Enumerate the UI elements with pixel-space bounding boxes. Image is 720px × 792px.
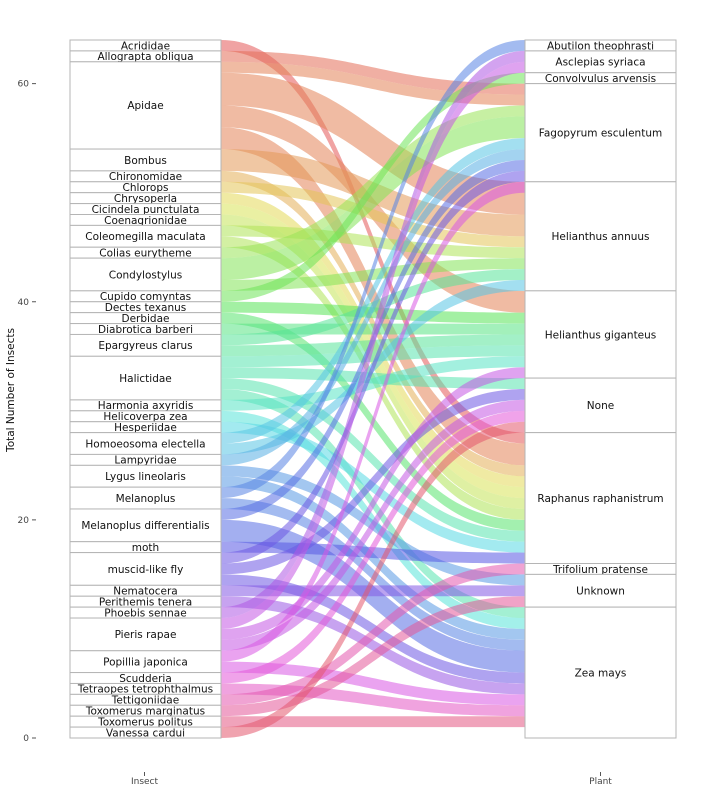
insect-label-allograpta-obliqua: Allograpta obliqua [97, 51, 193, 63]
insect-label-acrididae: Acrididae [121, 40, 170, 52]
plant-stratum-helianthus-annuus [524, 181, 677, 292]
flow-halictidae-to-helianthus-giganteus [221, 345, 525, 368]
insect-label-apidae: Apidae [127, 100, 163, 112]
plant-label-unknown: Unknown [576, 586, 625, 598]
plant-label-helianthus-annuus: Helianthus annuus [551, 231, 649, 243]
insect-label-coenagrionidae: Coenagrionidae [104, 215, 187, 227]
flow-allograpta-obliqua-to-fagopyrum-esculentum [221, 50, 525, 95]
flow-muscid-like-fly-to-fagopyrum-esculentum [221, 170, 525, 564]
insect-label-popillia-japonica: Popillia japonica [103, 656, 188, 668]
insect-label-epargyreus-clarus: Epargyreus clarus [98, 340, 192, 352]
flow-muscid-like-fly-to-none [221, 389, 525, 575]
plant-label-trifolium-pratense: Trifolium pratense [552, 564, 648, 576]
plant-strata: Abutilon theophrasti Asclepias syriaca Con… [524, 39, 677, 739]
flow-lampyridae-to-fagopyrum-esculentum [221, 149, 525, 466]
insect-label-bombus: Bombus [124, 155, 167, 167]
x-tick-label-plant: Plant [589, 777, 612, 787]
plant-stratum-zea-mays [524, 606, 677, 739]
insect-label-colias-eurytheme: Colias eurytheme [99, 247, 191, 259]
plant-label-convolvulus-arvensis: Convolvulus arvensis [545, 73, 656, 85]
plant-label-abutilon-theophrasti: Abutilon theophrasti [547, 40, 654, 52]
flow-perithemis-tenera-to-zea-mays [221, 596, 525, 695]
insect-label-toxomerus-marginatus: Toxomerus marginatus [85, 706, 205, 718]
flow-melanoplus-to-abutilon-theophrasti [221, 40, 525, 499]
insect-label-dectes-texanus: Dectes texanus [105, 302, 187, 314]
y-tick-label-40: 40 [18, 298, 30, 308]
flow-halictidae-to-raphanus-raphanistrum [221, 378, 525, 542]
insect-label-cupido-comyntas: Cupido comyntas [100, 291, 191, 303]
flow-cupido-comyntas-to-convolvulus-arvensis [221, 72, 525, 302]
insect-label-pieris-rapae: Pieris rapae [115, 629, 177, 641]
insect-label-condylostylus: Condylostylus [109, 269, 182, 281]
insect-label-moth: moth [132, 542, 159, 554]
insect-label-melanoplus: Melanoplus [116, 493, 176, 505]
insect-label-homoeosoma-electella: Homoeosoma electella [85, 438, 205, 450]
flow-pieris-rapae-to-helianthus-giganteus [221, 367, 525, 640]
y-tick-label-0: 0 [23, 734, 29, 744]
x-tick-label-insect: Insect [131, 777, 159, 787]
insect-label-tetraopes-tetrophthalmus: Tetraopes tetrophthalmus [77, 684, 213, 696]
flow-toxomerus-politus-to-zea-mays [221, 716, 525, 728]
flow-scudderia-to-none [221, 410, 525, 684]
insect-label-muscid-like-fly: muscid-like fly [108, 564, 184, 576]
insect-label-vanessa-cardui: Vanessa cardui [106, 727, 185, 739]
insect-label-chrysoperla: Chrysoperla [114, 193, 177, 205]
y-axis: 0 20 40 60 [18, 80, 36, 744]
plant-label-none: None [587, 400, 614, 412]
flow-pieris-rapae-to-none [221, 399, 525, 651]
flow-condylostylus-to-fagopyrum-esculentum [221, 116, 525, 280]
insect-stratum-melanoplus-differentialis [69, 508, 222, 543]
insect-label-nematocera: Nematocera [113, 586, 178, 598]
plant-label-fagopyrum-esculentum: Fagopyrum esculentum [539, 128, 662, 140]
flow-popillia-japonica-to-fagopyrum-esculentum [221, 181, 525, 662]
x-axis: Insect Plant [131, 772, 612, 787]
insect-stratum-condylostylus [69, 257, 222, 292]
insect-label-halictidae: Halictidae [119, 373, 172, 385]
insect-label-phoebis-sennae: Phoebis sennae [104, 607, 186, 619]
plant-stratum-raphanus-raphanistrum [524, 432, 677, 564]
insect-label-diabrotica-barberi: Diabrotica barberi [98, 324, 193, 336]
flow-phoebis-sennae-to-asclepias-syriaca [221, 50, 525, 619]
plant-stratum-none [524, 377, 677, 434]
insect-label-tettigoniidae: Tettigoniidae [111, 695, 179, 707]
flow-tetraopes-tetrophthalmus-to-zea-mays [221, 683, 525, 717]
insect-label-coleomegilla-maculata: Coleomegilla maculata [85, 231, 205, 243]
insect-label-perithemis-tenera: Perithemis tenera [99, 596, 192, 608]
flow-homoeosoma-electella-to-fagopyrum-esculentum [221, 138, 525, 444]
insect-label-harmonia-axyridis: Harmonia axyridis [98, 400, 194, 412]
insect-stratum-vanessa-cardui [69, 726, 222, 739]
insect-label-melanoplus-differentialis: Melanoplus differentialis [81, 520, 209, 532]
flow-harmonia-axyridis-to-helianthus-giganteus [221, 356, 525, 411]
flow-layer [221, 40, 525, 738]
insect-label-lampyridae: Lampyridae [114, 455, 176, 467]
y-tick-label-20: 20 [18, 516, 30, 526]
flow-pieris-rapae-to-asclepias-syriaca [221, 61, 525, 629]
flow-vanessa-cardui-to-none [221, 421, 525, 738]
plant-label-zea-mays: Zea mays [575, 667, 627, 679]
plant-label-raphanus-raphanistrum: Raphanus raphanistrum [537, 493, 663, 505]
flow-tettigoniidae-to-trifolium-pratense [221, 563, 525, 706]
insect-label-hesperiidae: Hesperiidae [114, 422, 177, 434]
flow-chlorops-to-helianthus-annuus [221, 181, 525, 248]
insect-label-derbidae: Derbidae [121, 313, 169, 325]
insect-label-chironomidae: Chironomidae [109, 171, 182, 183]
flow-toxomerus-marginatus-to-unknown [221, 596, 525, 717]
plant-stratum-fagopyrum-esculentum [524, 83, 677, 183]
plant-label-helianthus-giganteus: Helianthus giganteus [545, 329, 657, 341]
insect-stratum-apidae [69, 61, 222, 150]
insect-label-toxomerus-politus: Toxomerus politus [97, 716, 193, 728]
insect-label-cicindela-punctulata: Cicindela punctulata [92, 204, 200, 216]
flow-popillia-japonica-to-zea-mays [221, 661, 525, 706]
insect-label-chlorops: Chlorops [123, 182, 169, 194]
insect-label-lygus-lineolaris: Lygus lineolaris [105, 471, 186, 483]
insect-label-helicoverpa-zea: Helicoverpa zea [103, 411, 187, 423]
y-axis-title: Total Number of Insects [5, 328, 17, 453]
plant-label-asclepias-syriaca: Asclepias syriaca [555, 57, 645, 69]
insect-label-scudderia: Scudderia [119, 673, 172, 685]
plant-stratum-unknown [524, 573, 677, 608]
y-tick-label-60: 60 [18, 80, 30, 90]
